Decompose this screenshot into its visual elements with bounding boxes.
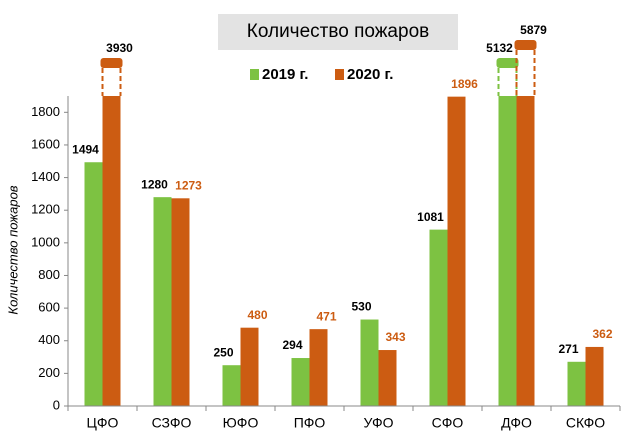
legend-label: 2020 г.	[347, 66, 393, 83]
value-label: 294	[282, 338, 302, 352]
value-label: 3930	[106, 41, 133, 55]
value-label: 271	[558, 342, 578, 356]
value-label: 530	[351, 300, 371, 314]
bar	[360, 319, 379, 406]
value-label: 1494	[72, 142, 99, 156]
y-tick-label: 1000	[31, 234, 60, 249]
legend-swatch	[335, 69, 344, 80]
y-axis-label: Количество пожаров	[5, 185, 20, 314]
y-tick-label: 400	[38, 332, 60, 347]
value-label: 250	[213, 345, 233, 359]
x-tick-label: ПФО	[294, 415, 326, 431]
bar	[84, 162, 103, 406]
bar	[498, 96, 517, 406]
bar	[429, 229, 448, 406]
bar	[378, 350, 397, 406]
bar	[222, 365, 241, 406]
x-tick-label: ДФО	[501, 415, 532, 431]
value-label: 5879	[520, 23, 547, 37]
break-cap	[100, 58, 123, 68]
bar	[516, 96, 535, 406]
title-box	[218, 14, 458, 50]
value-label: 1896	[451, 77, 478, 91]
bar	[240, 327, 259, 406]
chart-title: Количество пожаров	[247, 21, 429, 42]
value-label: 480	[247, 308, 267, 322]
bar	[567, 361, 586, 406]
value-label: 471	[316, 309, 336, 323]
bar	[102, 96, 121, 406]
y-tick-label: 800	[38, 267, 60, 282]
value-label: 343	[385, 330, 405, 344]
y-tick-label: 200	[38, 365, 60, 380]
legend-label: 2019 г.	[262, 66, 308, 83]
bar	[291, 358, 310, 406]
y-tick-label: 1600	[31, 136, 60, 151]
y-tick-label: 600	[38, 300, 60, 315]
legend-swatch	[250, 69, 259, 80]
value-label: 1081	[417, 210, 444, 224]
value-label: 362	[592, 327, 612, 341]
bar	[171, 198, 190, 406]
bar	[153, 197, 172, 406]
x-tick-label: СФО	[432, 415, 464, 431]
break-cap	[496, 58, 519, 68]
break-cap	[514, 40, 537, 50]
y-tick-label: 1200	[31, 202, 60, 217]
bar	[447, 96, 466, 406]
value-label: 5132	[486, 41, 513, 55]
bars	[84, 96, 604, 406]
y-tick-label: 1400	[31, 169, 60, 184]
value-label: 1273	[175, 178, 202, 192]
x-tick-label: ЦФО	[87, 415, 119, 431]
y-tick-label: 1800	[31, 104, 60, 119]
y-tick-label: 0	[53, 397, 60, 412]
x-tick-label: СКФО	[566, 415, 605, 431]
x-tick-label: СЗФО	[152, 415, 192, 431]
bar	[309, 329, 328, 406]
bar	[585, 346, 604, 406]
x-tick-label: УФО	[364, 415, 394, 431]
x-tick-label: ЮФО	[223, 415, 259, 431]
value-label: 1280	[141, 177, 168, 191]
